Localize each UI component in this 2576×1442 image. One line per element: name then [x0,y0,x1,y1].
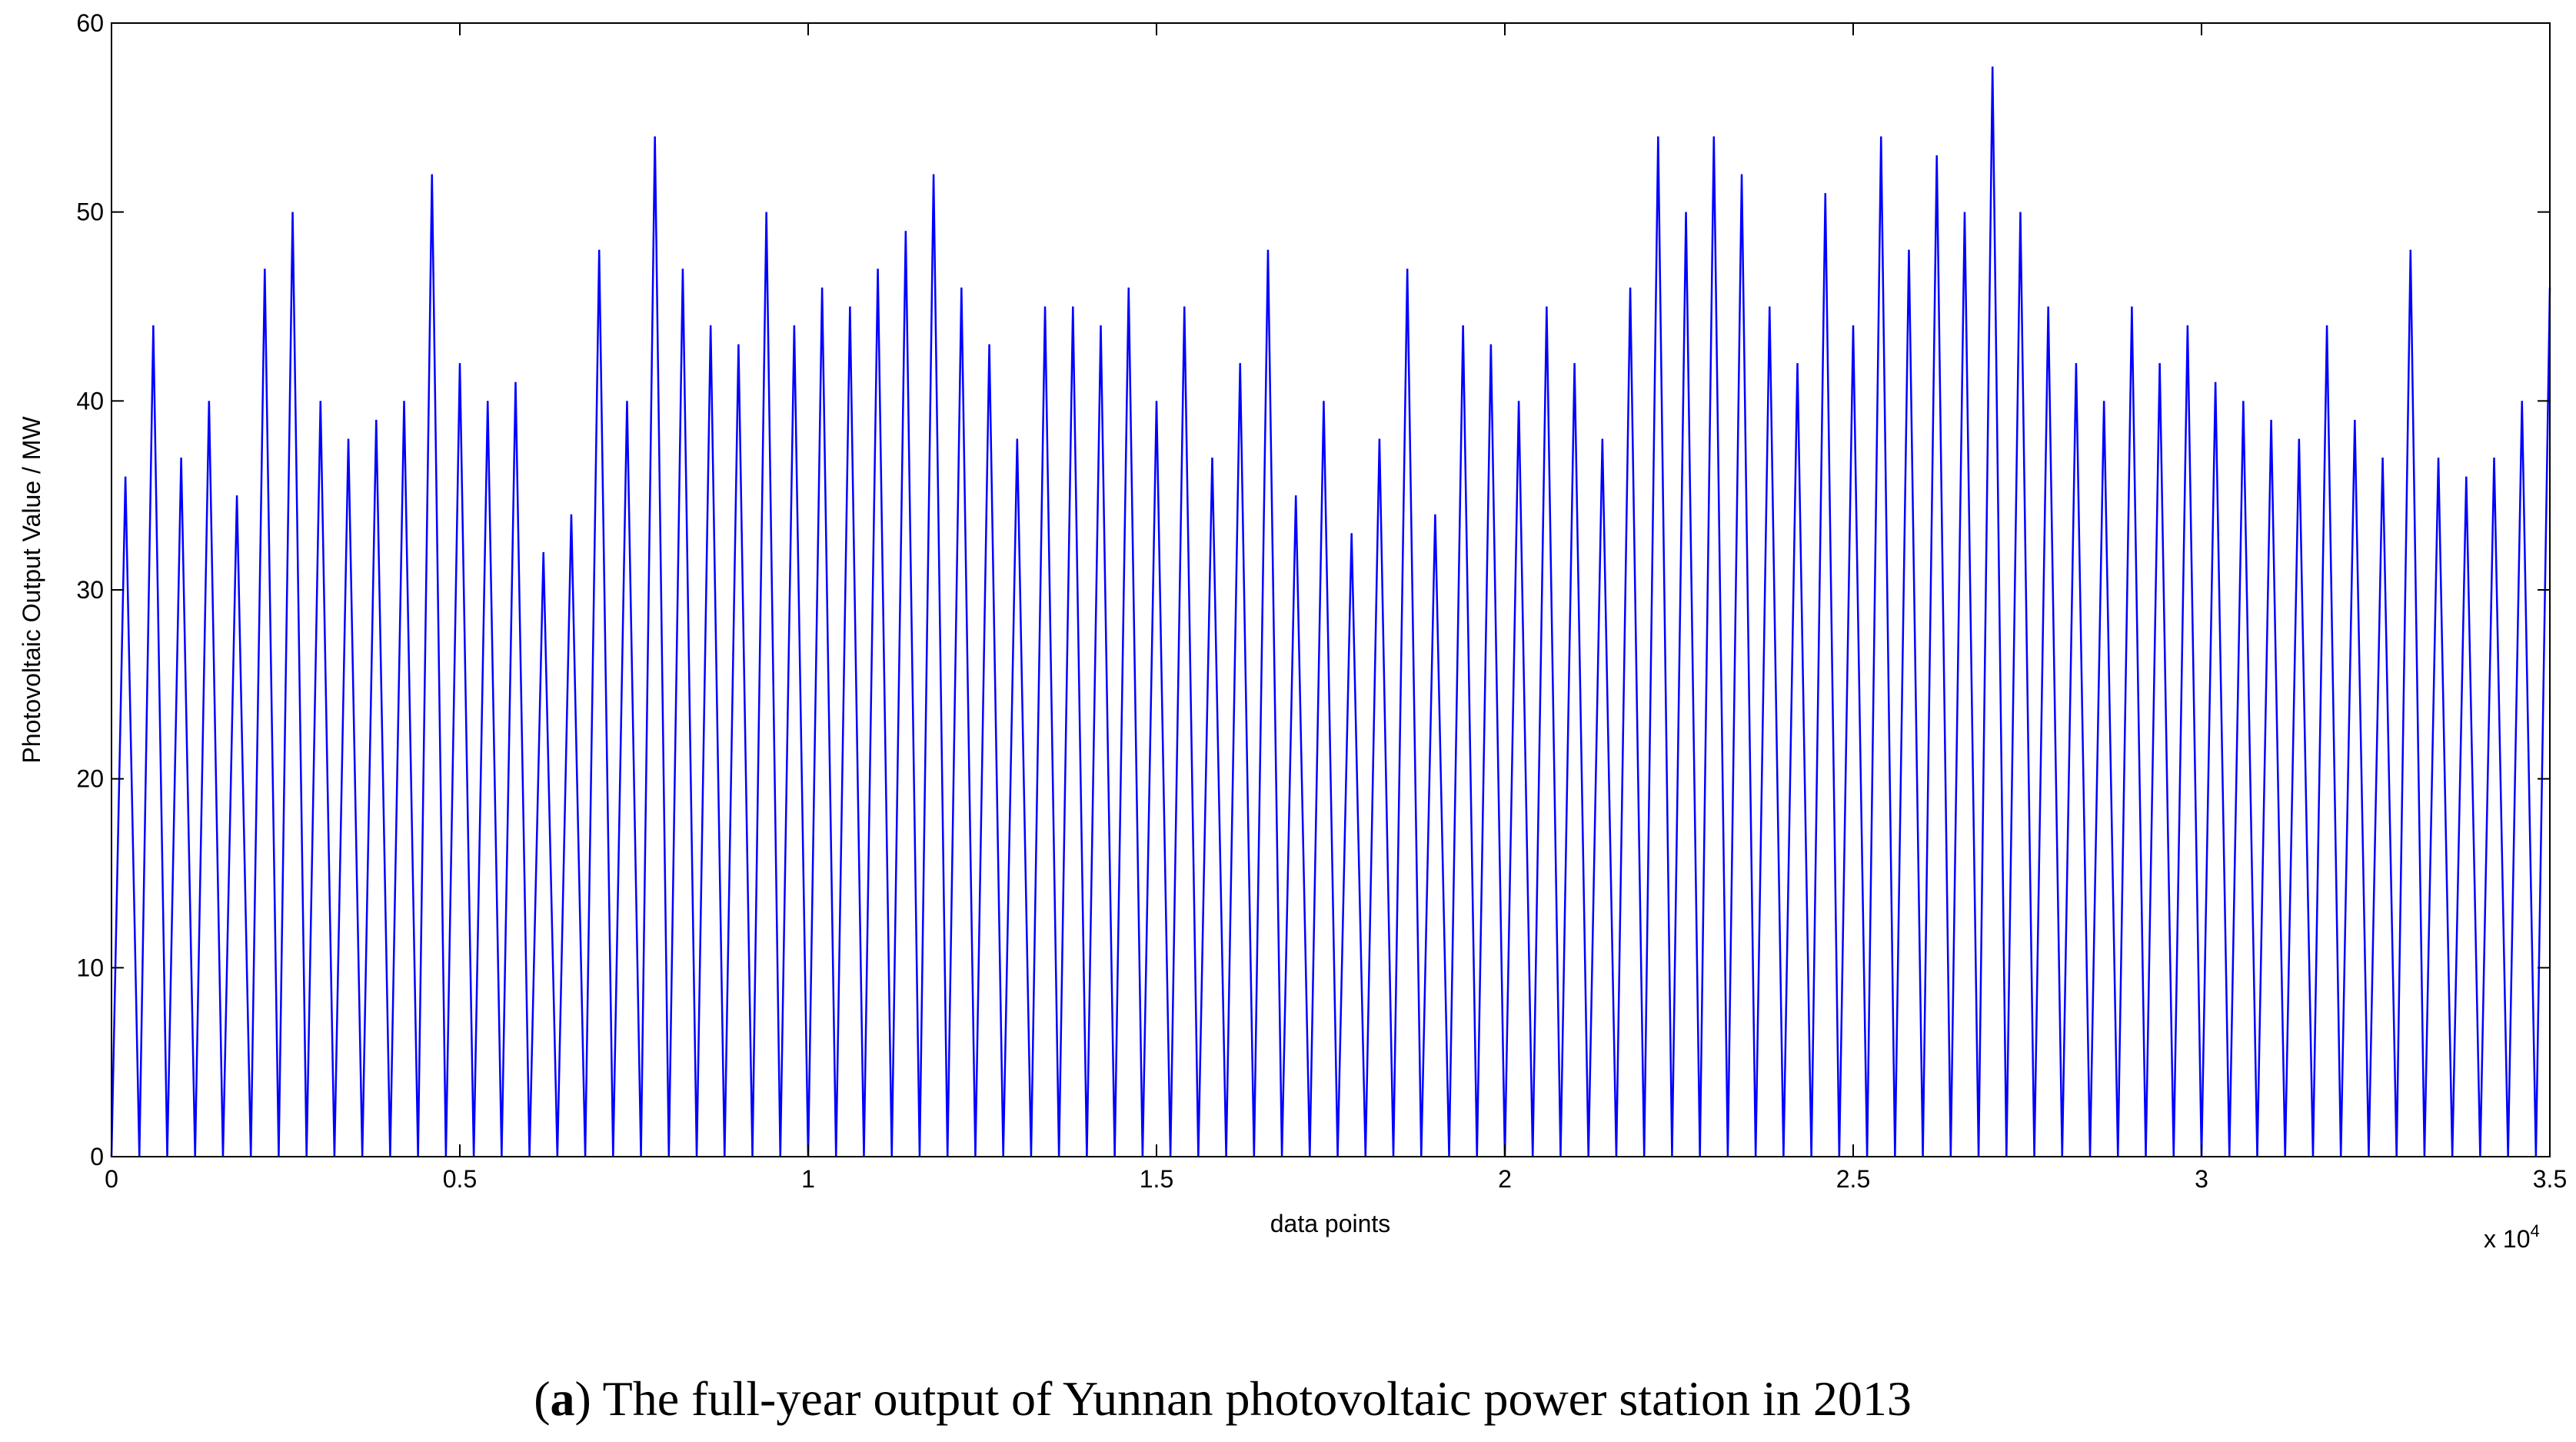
x-tick-label: 3.5 [2533,1165,2567,1193]
x-tick-label: 1 [801,1165,815,1193]
y-tick-label: 50 [76,198,104,226]
data-line [110,66,2551,1157]
x-scale-label: x 104 [2484,1221,2540,1253]
x-tick-label: 0.5 [443,1165,477,1193]
y-tick-label: 40 [76,387,104,415]
y-tick-label: 30 [76,576,104,604]
y-tick-label: 0 [90,1143,104,1171]
x-tick-label: 2.5 [1836,1165,1870,1193]
x-axis-label: data points [1270,1210,1391,1237]
x-scale-base: x 10 [2484,1225,2530,1253]
x-scale-exponent: 4 [2530,1221,2539,1241]
y-tick-label: 60 [76,9,104,37]
x-tick-label: 2 [1498,1165,1512,1193]
y-axis-label: Photovoltaic Output Value / MW [18,416,45,764]
x-tick-label: 3 [2195,1165,2208,1193]
y-tick-label: 10 [76,954,104,981]
caption-label: a [551,1371,575,1426]
y-tick-label: 20 [76,765,104,793]
caption-open: ( [534,1371,550,1426]
x-tick-label: 1.5 [1140,1165,1173,1193]
caption: (a) The full-year output of Yunnan photo… [534,1371,1912,1426]
caption-text: ) The full-year output of Yunnan photovo… [575,1371,1912,1426]
x-tick-label: 0 [105,1165,118,1193]
